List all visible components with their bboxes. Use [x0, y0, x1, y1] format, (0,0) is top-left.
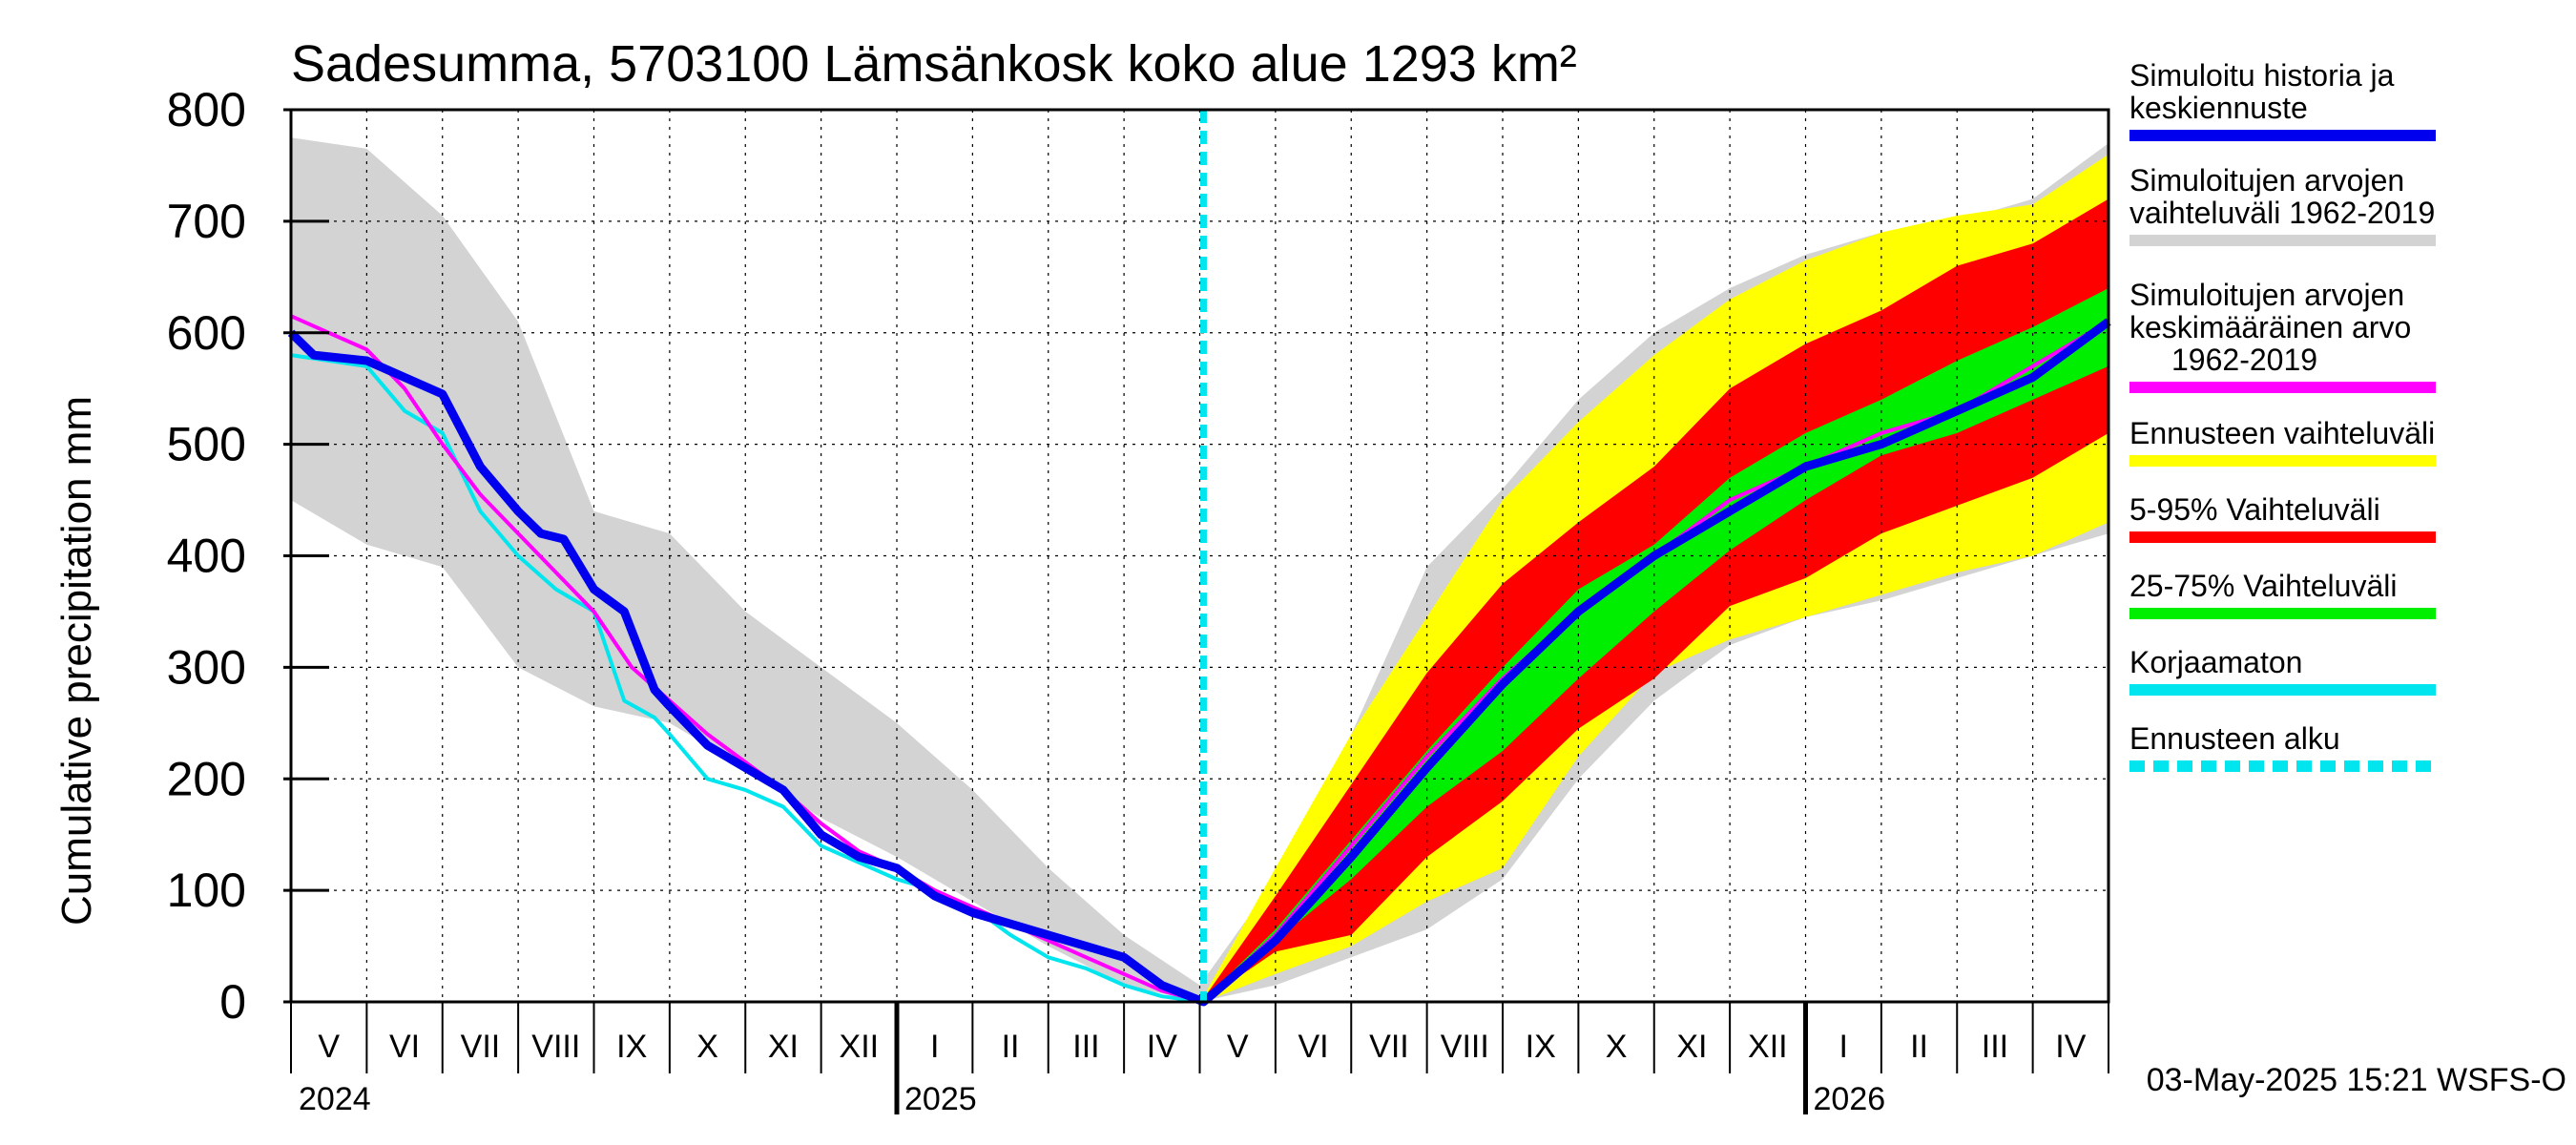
month-label: III	[1982, 1029, 2008, 1065]
legend-item: Ennusteen vaihteluväli	[2129, 416, 2436, 467]
month-label: I	[1839, 1029, 1847, 1065]
year-label: 2025	[904, 1081, 977, 1117]
y-tick-label: 300	[167, 640, 246, 694]
month-label: IV	[1147, 1029, 1177, 1065]
month-label: VIII	[1441, 1029, 1489, 1065]
month-label: II	[1910, 1029, 1928, 1065]
axes: 0 100 200 300 400 500 600 700 800 Cumulative prec…	[53, 83, 2110, 1117]
month-label: VII	[1369, 1029, 1409, 1065]
month-label: X	[696, 1029, 718, 1065]
month-label: X	[1606, 1029, 1628, 1065]
legend-label: 5-95% Vaihteluväli	[2129, 492, 2380, 527]
band-simuloitujen-arvojen-vaihteluv-li-1962-2019	[291, 137, 2109, 1002]
year-label: 2024	[299, 1081, 371, 1117]
month-label: II	[1002, 1029, 1020, 1065]
month-label: VII	[461, 1029, 501, 1065]
line-simuloitu-historia-ja-keskiennuste	[287, 318, 2111, 1007]
y-tick-label: 500	[167, 418, 246, 471]
month-label: V	[318, 1029, 340, 1065]
legend-label: keskiennuste	[2129, 91, 2308, 125]
chart-title: Sadesumma, 5703100 Lämsänkosk koko alue …	[291, 35, 1577, 93]
legend-label: Ennusteen vaihteluväli	[2129, 416, 2435, 450]
y-tick-label: 400	[167, 530, 246, 583]
month-label: VIII	[531, 1029, 580, 1065]
band-25-75-vaihteluv-li	[1203, 288, 2109, 1001]
month-label: IV	[2055, 1029, 2086, 1065]
legend-item: 5-95% Vaihteluväli	[2129, 492, 2436, 543]
month-label: V	[1227, 1029, 1249, 1065]
line-korjaamaton	[290, 353, 1204, 1004]
y-axis-label: Cumulative precipitation mm	[53, 396, 100, 926]
footer-timestamp: 03-May-2025 15:21 WSFS-O	[2147, 1062, 2566, 1098]
legend-label: Simuloitu historia ja	[2129, 58, 2395, 93]
plot-area	[287, 109, 2111, 1007]
month-label: III	[1072, 1029, 1099, 1065]
y-tick-label: 200	[167, 752, 246, 805]
month-label: I	[930, 1029, 939, 1065]
grid	[291, 109, 2109, 1002]
legend-label: Simuloitujen arvojen	[2129, 278, 2404, 312]
y-tick-label: 700	[167, 195, 246, 248]
legend-item: 25-75% Vaihteluväli	[2129, 569, 2436, 619]
month-label: XII	[1748, 1029, 1788, 1065]
month-label: XII	[840, 1029, 880, 1065]
legend-label: keskimääräinen arvo	[2129, 310, 2411, 344]
y-tick-label: 600	[167, 306, 246, 360]
month-label: IX	[1526, 1029, 1556, 1065]
legend-item: Korjaamaton	[2129, 645, 2436, 696]
month-label: XI	[768, 1029, 799, 1065]
year-label: 2026	[1814, 1081, 1886, 1117]
legend-label: vaihteluväli 1962-2019	[2129, 196, 2435, 230]
month-label: IX	[616, 1029, 647, 1065]
month-label: VI	[1298, 1029, 1329, 1065]
month-label: VI	[389, 1029, 420, 1065]
y-tick-label: 100	[167, 864, 246, 917]
legend-label: 1962-2019	[2171, 343, 2317, 377]
legend-item: Ennusteen alku	[2129, 721, 2436, 772]
legend-label: 25-75% Vaihteluväli	[2129, 569, 2397, 603]
y-tick-label: 0	[219, 975, 246, 1029]
legend-label: Simuloitujen arvojen	[2129, 163, 2404, 198]
legend: Simuloitu historia jakeskiennusteSimuloi…	[2129, 58, 2436, 772]
legend-label: Ennusteen alku	[2129, 721, 2340, 756]
legend-label: Korjaamaton	[2129, 645, 2302, 679]
y-tick-label: 800	[167, 83, 246, 136]
month-label: XI	[1676, 1029, 1707, 1065]
